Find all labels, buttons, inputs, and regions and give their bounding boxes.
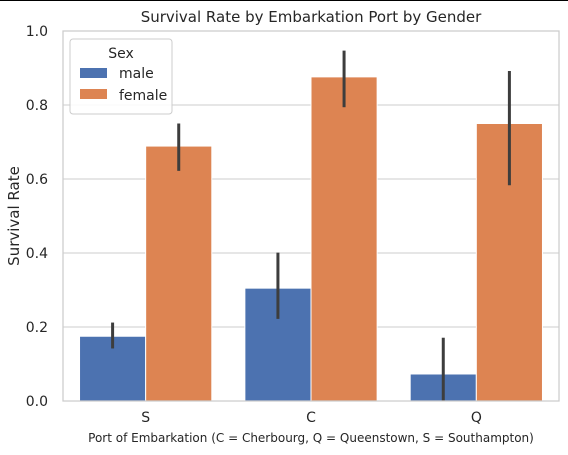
error-bars-layer [111,50,511,401]
y-axis-title: Survival Rate [5,166,23,266]
y-tick-label: 0.4 [26,246,48,262]
legend-swatch-female [80,89,107,99]
y-tick-label: 0.2 [26,320,48,336]
x-tick-label: Q [471,410,482,426]
bars-layer [79,76,543,402]
top-border-line [0,0,568,1]
y-tick-label: 0.8 [26,98,48,114]
y-tick-label: 0.6 [26,172,48,188]
plot-frame [62,30,560,402]
bar-female-C [310,76,378,402]
bar-female-S [145,145,213,402]
chart-title: Survival Rate by Embarkation Port by Gen… [141,8,482,26]
x-tick-label: S [141,410,150,426]
legend-swatch-male [80,68,107,78]
legend-label-female: female [119,88,167,104]
legend-title: Sex [108,46,134,62]
x-tick-label: C [306,410,316,426]
y-tick-label: 1.0 [26,24,48,40]
legend: Sex male female [69,38,173,115]
y-tick-label: 0.0 [26,394,48,410]
x-axis-title: Port of Embarkation (C = Cherbourg, Q = … [88,431,534,445]
y-tick-labels: 0.0 0.2 0.4 0.6 0.8 1.0 [26,24,48,410]
legend-label-male: male [119,66,154,82]
